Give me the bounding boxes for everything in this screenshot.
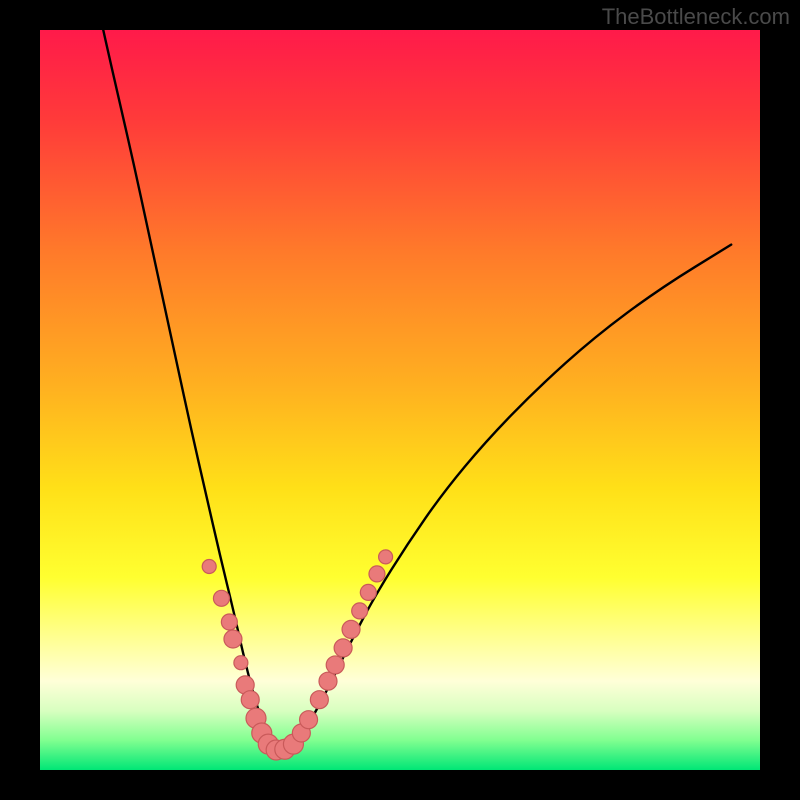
data-marker [334,639,352,657]
data-marker [221,614,237,630]
data-marker [300,711,318,729]
data-marker [379,550,393,564]
data-marker [360,584,376,600]
data-marker [352,603,368,619]
data-marker [326,656,344,674]
data-marker [234,656,248,670]
data-marker [319,672,337,690]
data-marker [369,566,385,582]
data-marker [241,691,259,709]
chart-frame: TheBottleneck.com [0,0,800,800]
plot-background [40,30,760,770]
bottleneck-curve-chart [0,0,800,800]
watermark-text: TheBottleneck.com [602,4,790,30]
data-marker [202,560,216,574]
data-marker [224,630,242,648]
data-marker [213,590,229,606]
data-marker [310,691,328,709]
data-marker [342,620,360,638]
